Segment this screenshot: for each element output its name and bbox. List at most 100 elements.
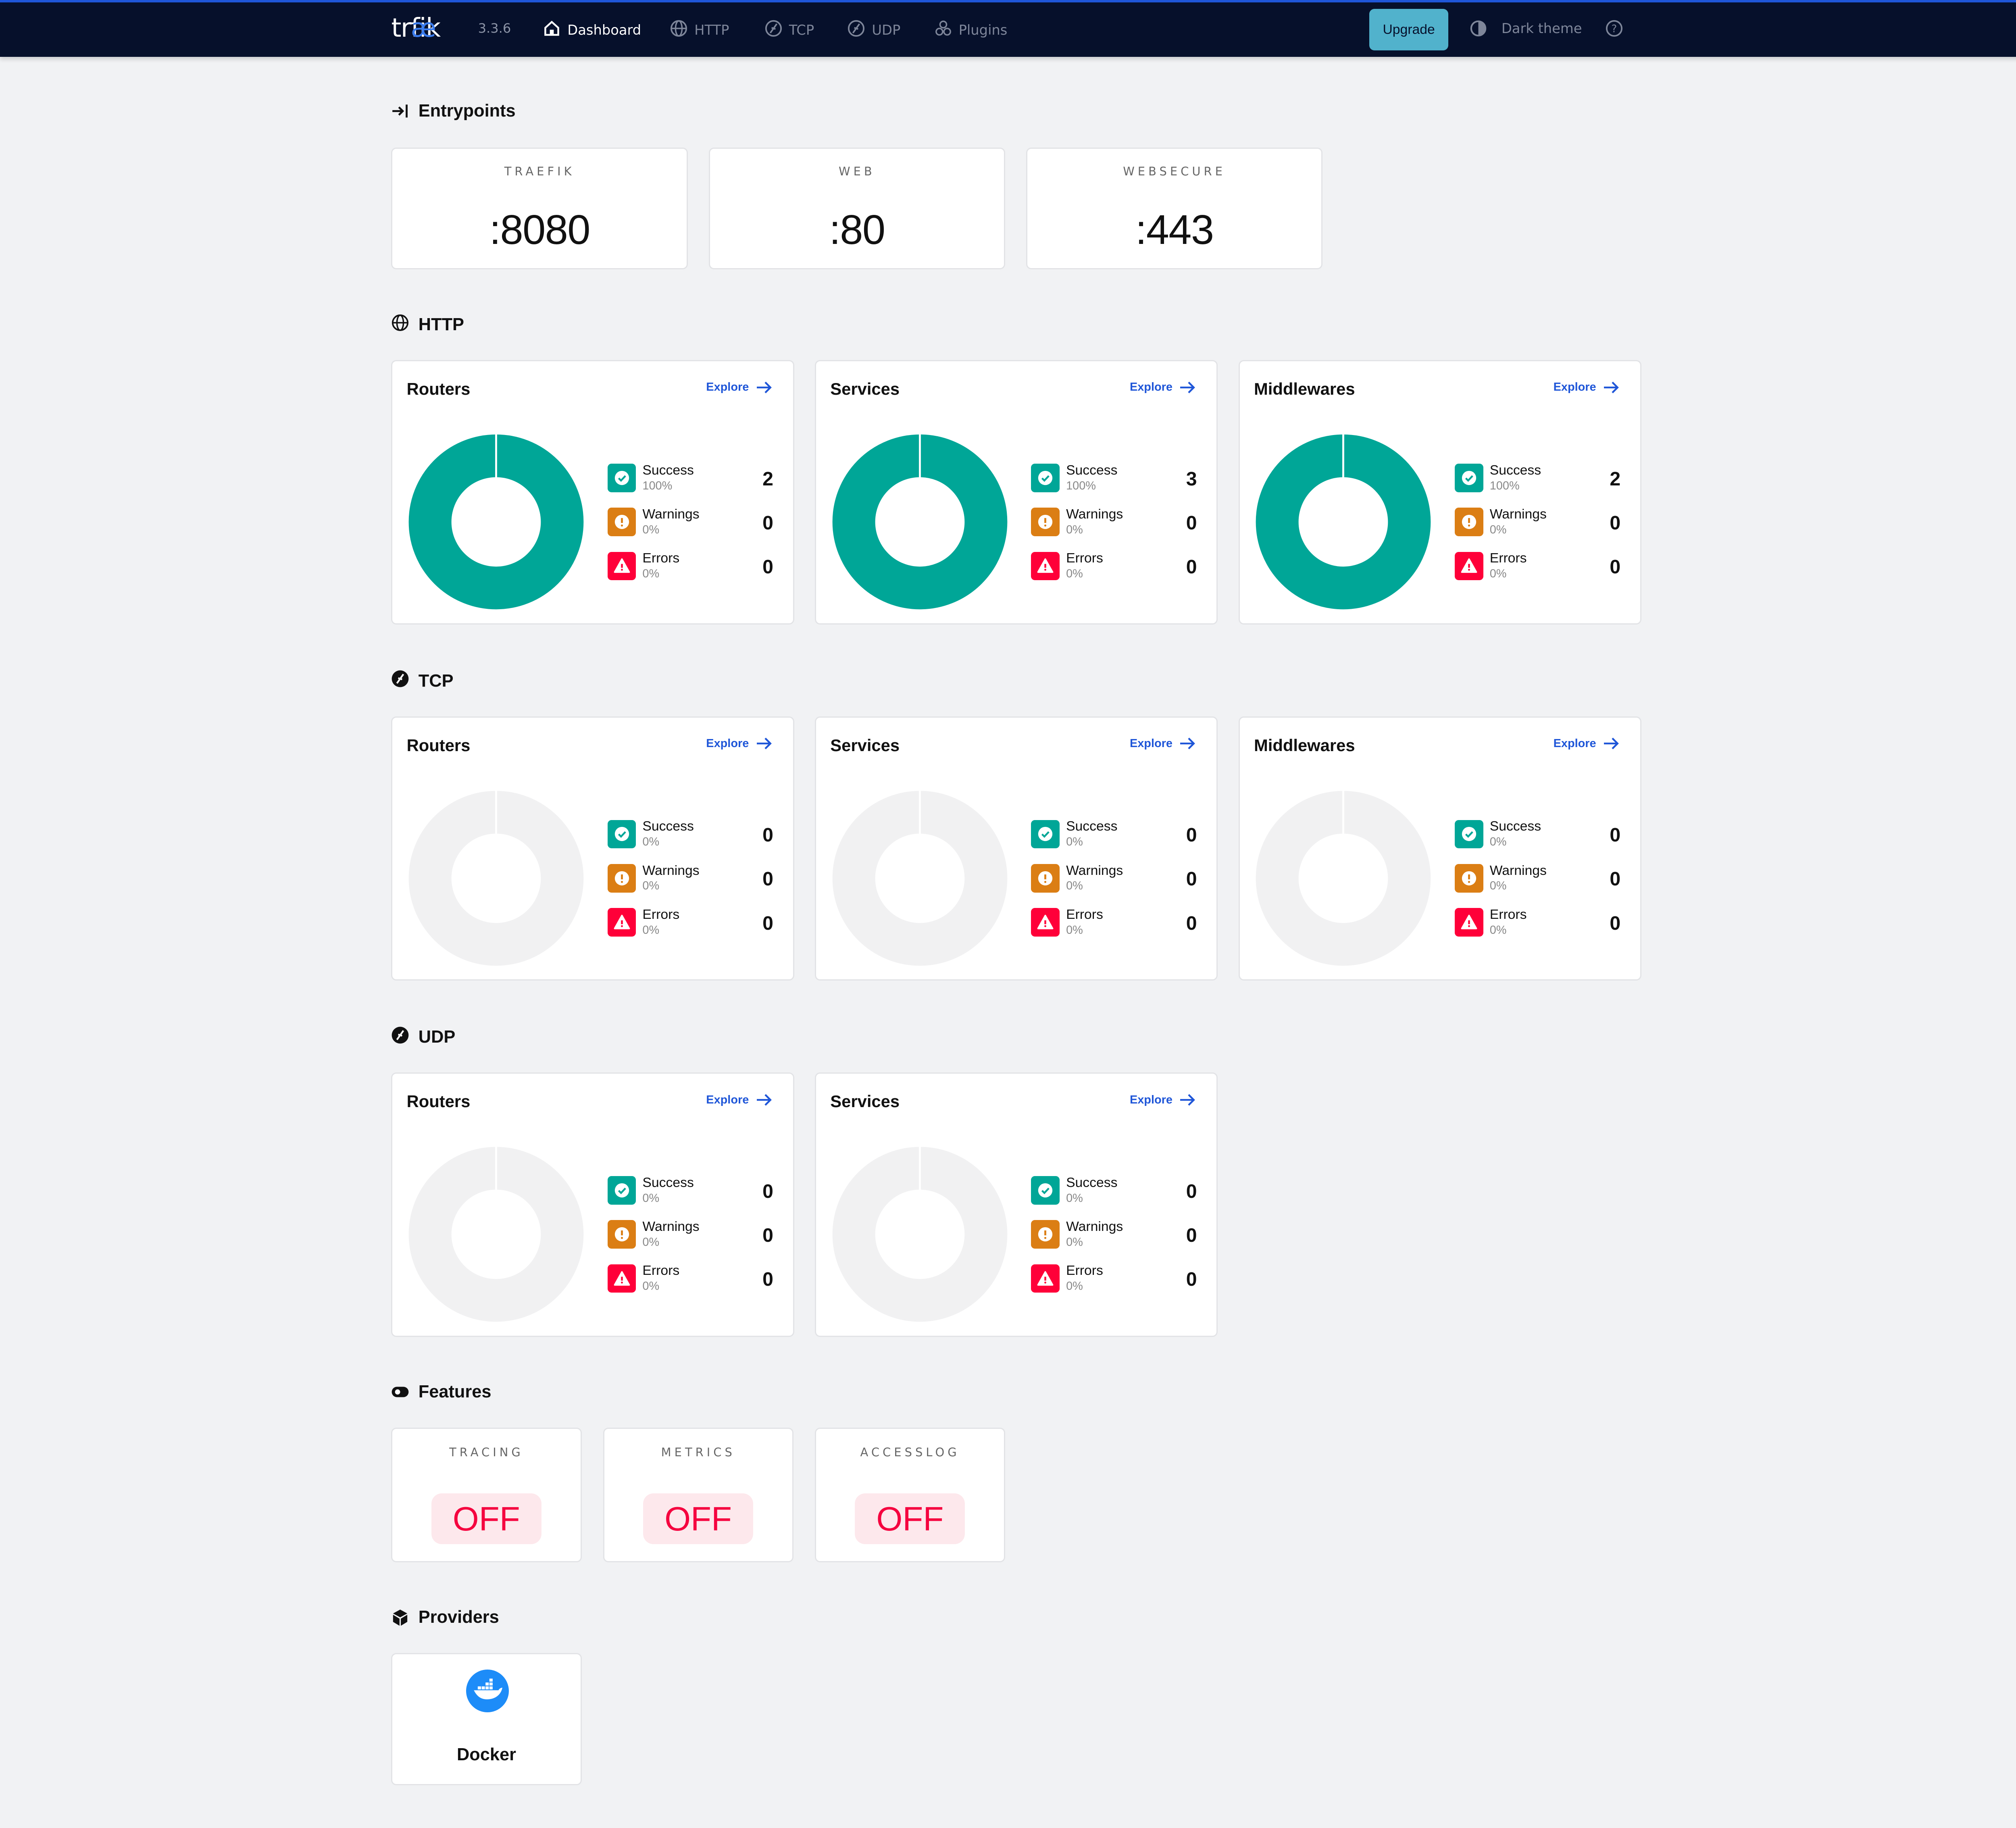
nav-udp[interactable]: UDP — [847, 19, 900, 41]
arrow-right-icon — [1180, 381, 1195, 393]
nav-label: Dashboard — [567, 22, 641, 38]
stat-label: Success — [1489, 818, 1541, 834]
stat-percent: 0% — [642, 835, 660, 849]
nav-label: TCP — [789, 22, 814, 38]
stat-percent: 0% — [1489, 923, 1507, 937]
card-title: Routers — [406, 1092, 471, 1111]
explore-label: Explore — [1129, 381, 1173, 394]
explore-link[interactable]: Explore — [1554, 381, 1620, 394]
stat-percent: 0% — [1489, 523, 1507, 536]
stat-label: Errors — [1489, 550, 1527, 566]
stat-count: 2 — [762, 468, 773, 490]
explore-link[interactable]: Explore — [1130, 737, 1196, 750]
error-icon — [1031, 1264, 1060, 1293]
provider-card-docker[interactable]: Docker — [391, 1653, 582, 1785]
warning-icon — [1454, 508, 1483, 536]
entrypoint-card-websecure: WEBSECURE :443 — [1026, 148, 1323, 270]
stat-percent: 0% — [642, 567, 660, 581]
stat-percent: 0% — [1066, 923, 1083, 937]
feature-card-metrics: METRICS OFF — [603, 1427, 793, 1562]
dark-theme-toggle[interactable]: Dark theme — [1469, 19, 1582, 37]
stat-count: 0 — [1610, 512, 1621, 534]
stat-count: 0 — [762, 824, 773, 846]
warning-icon — [1031, 508, 1060, 536]
card-title: Services — [830, 735, 900, 755]
nav-http[interactable]: HTTP — [670, 19, 729, 41]
explore-link[interactable]: Explore — [1554, 737, 1620, 750]
stat-count: 0 — [1610, 556, 1621, 578]
error-icon — [607, 1264, 636, 1293]
stat-percent: 0% — [642, 923, 660, 937]
stat-row-warning: Warnings 0% 0 — [607, 506, 773, 539]
stat-percent: 100% — [1489, 479, 1520, 492]
feature-card-tracing: TRACING OFF — [391, 1427, 582, 1562]
arrow-right-icon — [756, 381, 772, 393]
card-title: Services — [830, 1092, 900, 1111]
explore-link[interactable]: Explore — [706, 381, 772, 394]
stat-row-warning: Warnings 0% 0 — [607, 1219, 773, 1251]
stat-label: Warnings — [1489, 862, 1547, 878]
help-button[interactable]: ? — [1605, 19, 1623, 37]
stat-row-success: Success 100% 2 — [607, 462, 773, 495]
stat-row-error: Errors 0% 0 — [1031, 550, 1197, 583]
success-icon — [1454, 464, 1483, 492]
stat-count: 0 — [1186, 512, 1197, 534]
explore-link[interactable]: Explore — [706, 1093, 772, 1107]
stat-label: Warnings — [1489, 506, 1547, 522]
udp-heading: UDP — [391, 1026, 455, 1049]
entrypoint-port: :80 — [829, 206, 885, 253]
stat-row-success: Success 0% 0 — [1031, 1175, 1197, 1207]
globe-icon — [391, 314, 409, 336]
explore-label: Explore — [1553, 737, 1596, 750]
nav-tcp[interactable]: TCP — [764, 19, 814, 41]
card-title: Routers — [406, 379, 471, 399]
tcp-heading: TCP — [391, 670, 454, 692]
error-icon — [1031, 908, 1060, 937]
globe-icon — [670, 19, 688, 41]
entrypoint-name: WEBSECURE — [1123, 164, 1226, 178]
success-icon — [607, 1176, 636, 1205]
status-donut-chart — [408, 434, 584, 610]
stat-row-error: Errors 0% 0 — [1031, 1263, 1197, 1295]
http-services-card: Services Explore Success 100% 3 Warnings… — [814, 360, 1218, 625]
stat-label: Errors — [1066, 906, 1103, 922]
traefik-logo[interactable]: tr æ fik — [391, 12, 441, 43]
entrypoint-card-traefik: TRAEFIK :8080 — [391, 148, 688, 270]
stat-row-warning: Warnings 0% 0 — [1031, 1219, 1197, 1251]
upgrade-button[interactable]: Upgrade — [1369, 9, 1449, 50]
success-icon — [1031, 1176, 1060, 1205]
explore-link[interactable]: Explore — [706, 737, 772, 750]
tcp-icon — [764, 19, 783, 41]
stat-row-success: Success 0% 0 — [607, 818, 773, 851]
stat-row-error: Errors 0% 0 — [607, 550, 773, 583]
nav-plugins[interactable]: Plugins — [934, 19, 1008, 41]
contrast-icon — [1470, 20, 1486, 37]
stat-count: 0 — [1610, 912, 1621, 934]
stat-percent: 0% — [642, 1235, 660, 1249]
nav-label: Plugins — [958, 22, 1008, 38]
stat-count: 0 — [762, 512, 773, 534]
stat-count: 0 — [762, 1268, 773, 1291]
stat-label: Warnings — [642, 506, 700, 522]
stat-row-warning: Warnings 0% 0 — [1454, 862, 1620, 895]
warning-icon — [1454, 864, 1483, 893]
tcp-icon — [391, 670, 409, 692]
stat-percent: 100% — [1066, 479, 1096, 492]
explore-link[interactable]: Explore — [1130, 381, 1196, 394]
stat-row-success: Success 0% 0 — [1031, 818, 1197, 851]
entrypoint-icon — [392, 104, 408, 118]
stat-count: 0 — [1186, 1268, 1197, 1291]
nav-dashboard[interactable]: Dashboard — [543, 19, 641, 41]
stat-percent: 0% — [1066, 567, 1083, 581]
error-icon — [1454, 552, 1483, 581]
explore-link[interactable]: Explore — [1130, 1093, 1196, 1107]
features-title: Features — [418, 1382, 492, 1402]
success-icon — [1454, 820, 1483, 849]
success-icon — [607, 464, 636, 492]
udp-icon — [391, 1026, 409, 1049]
svg-text:?: ? — [1612, 23, 1617, 35]
stat-row-success: Success 100% 3 — [1031, 462, 1197, 495]
explore-label: Explore — [706, 381, 749, 394]
home-icon — [543, 19, 561, 41]
arrow-right-icon — [1604, 381, 1619, 393]
